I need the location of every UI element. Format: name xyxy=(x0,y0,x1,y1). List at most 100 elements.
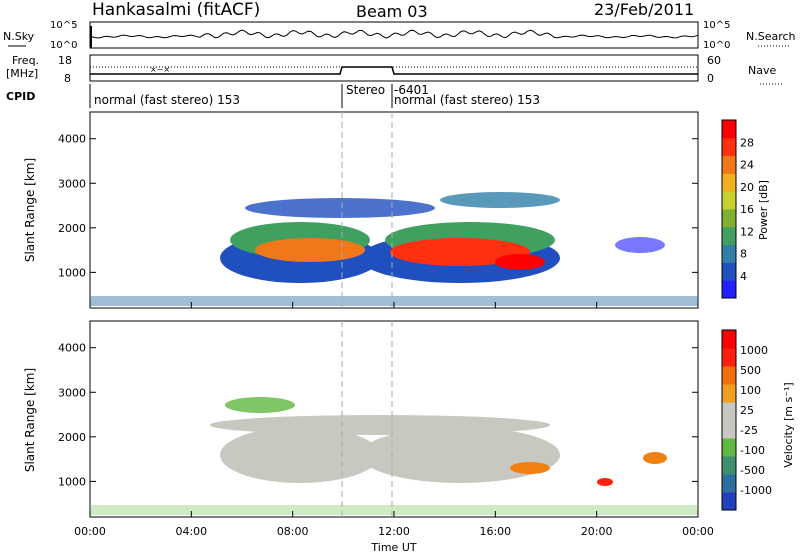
colorbar-swatch xyxy=(722,474,736,493)
nsky-trace xyxy=(91,29,699,39)
y-tick-label: 2000 xyxy=(58,222,86,235)
colorbar-tick-label: 12 xyxy=(740,225,754,238)
colorbar-swatch xyxy=(722,366,736,385)
colorbar-swatch xyxy=(722,155,736,174)
colorbar-swatch xyxy=(722,384,736,403)
power-heatmap-content xyxy=(90,192,698,306)
power-colorbar: 28 24 20 16 12 8 4 xyxy=(721,119,754,299)
nsky-left-tick-top: 10^5 xyxy=(50,20,77,31)
colorbar-swatch xyxy=(722,420,736,439)
nsky-right-tick-bottom: 10^0 xyxy=(703,40,730,51)
colorbar-swatch xyxy=(722,402,736,421)
colorbar-tick-label: -100 xyxy=(740,444,765,457)
colorbar-tick-label: 16 xyxy=(740,203,754,216)
velocity-region-c xyxy=(210,415,550,435)
y-tick-label: 1000 xyxy=(58,475,86,488)
velocity-region-a xyxy=(220,427,380,483)
colorbar-tick-label: -25 xyxy=(740,424,758,437)
freq-tick-bottom: 8 xyxy=(64,72,71,85)
velocity-heatmap-content xyxy=(90,397,698,515)
velocity-colorbar-label: Velocity [m s⁻¹] xyxy=(782,382,795,467)
y-tick-label: 4000 xyxy=(58,342,86,355)
nave-tick-bottom: 0 xyxy=(707,72,714,85)
freq-panel-frame xyxy=(89,54,699,82)
nsky-right-tick-top: 10^5 xyxy=(703,20,730,31)
x-tick-label: 16:00 xyxy=(479,525,511,538)
nsky-left-tick-bottom: 10^0 xyxy=(50,40,77,51)
colorbar-swatch xyxy=(722,330,736,349)
colorbar-tick-label: 25 xyxy=(740,404,754,417)
colorbar-tick-label: 20 xyxy=(740,181,754,194)
station-title: Hankasalmi (fitACF) xyxy=(92,0,260,20)
colorbar-swatch xyxy=(722,280,736,299)
x-tick-label: 00:00 xyxy=(682,525,714,538)
y-tick-label: 3000 xyxy=(58,386,86,399)
power-region-i xyxy=(440,192,560,208)
colorbar-tick-label: 500 xyxy=(740,364,761,377)
freq-trace xyxy=(90,66,698,75)
colorbar-swatch xyxy=(722,191,736,210)
velocity-region-f xyxy=(643,452,667,464)
cpid-label: CPID xyxy=(6,90,35,103)
x-axis-ticks: 00:00 04:00 08:00 12:00 16:00 20:00 00:00 xyxy=(74,302,714,538)
colorbar-tick-label: -1000 xyxy=(740,484,772,497)
colorbar-swatch xyxy=(722,348,736,367)
velocity-region-g xyxy=(597,478,613,486)
cpid-segment-2: Stereo xyxy=(346,83,385,97)
colorbar-swatch xyxy=(722,226,736,246)
y-tick-label: 2000 xyxy=(58,431,86,444)
colorbar-swatch xyxy=(722,137,736,157)
colorbar-tick-label: 4 xyxy=(740,270,747,283)
velocity-ylabel: Slant Range [km] xyxy=(23,368,37,472)
beam-title: Beam 03 xyxy=(356,2,428,21)
x-tick-label: 08:00 xyxy=(277,525,309,538)
y-tick-label: 1000 xyxy=(58,266,86,279)
colorbar-swatch xyxy=(722,262,736,281)
colorbar-tick-label: 1000 xyxy=(740,344,768,357)
x-tick-label: 20:00 xyxy=(581,525,613,538)
nsky-panel-frame xyxy=(89,21,699,49)
nave-tick-top: 60 xyxy=(707,54,721,67)
velocity-panel: Slant Range [km] xyxy=(23,320,699,518)
x-tick-label: 12:00 xyxy=(378,525,410,538)
y-axis-ticks: 1000 2000 3000 4000 1000 2000 3000 4000 xyxy=(58,133,698,488)
power-region-j xyxy=(615,237,665,253)
velocity-region-h xyxy=(90,505,698,515)
date-title: 23/Feb/2011 xyxy=(594,0,694,19)
nave-label: Nave xyxy=(748,64,776,77)
power-colorbar-label: Power [dB] xyxy=(757,180,770,240)
colorbar-tick-label: 100 xyxy=(740,384,761,397)
colorbar-swatch xyxy=(722,209,736,228)
cpid-segment-3: -6401 xyxy=(394,83,429,97)
colorbar-frame xyxy=(721,329,737,511)
velocity-region-b xyxy=(360,427,560,483)
freq-label: Freq. xyxy=(12,54,39,67)
cpid-segment-1: normal (fast stereo) 153 xyxy=(94,93,240,107)
colorbar-tick-label: -500 xyxy=(740,464,765,477)
x-tick-label: 04:00 xyxy=(175,525,207,538)
power-region-f xyxy=(390,238,530,266)
cpid-segment-4: normal (fast stereo) 153 xyxy=(394,93,540,107)
power-region-g xyxy=(495,254,545,270)
x-tick-label: 00:00 xyxy=(74,525,106,538)
power-panel: Slant Range [km] xyxy=(23,111,699,309)
colorbar-swatch xyxy=(722,438,736,457)
power-region-k xyxy=(90,296,698,306)
colorbar-swatch xyxy=(722,120,736,139)
velocity-colorbar: 1000 500 100 25 -25 -100 -500 -1000 xyxy=(721,329,772,511)
x-axis-label: Time UT xyxy=(370,541,416,554)
power-region-h xyxy=(245,198,435,218)
colorbar-swatch xyxy=(722,173,736,192)
freq-tick-top: 18 xyxy=(58,54,72,67)
power-region-e xyxy=(255,238,365,262)
colorbar-frame xyxy=(721,119,737,299)
colorbar-tick-label: 24 xyxy=(740,159,754,172)
colorbar-swatch xyxy=(722,492,736,511)
freq-unit-label: [MHz] xyxy=(6,67,38,80)
colorbar-swatch xyxy=(722,456,736,475)
nsky-label: N.Sky xyxy=(3,30,35,43)
y-tick-label: 4000 xyxy=(58,133,86,146)
freq-x-marks: ×~× xyxy=(150,65,170,74)
y-tick-label: 3000 xyxy=(58,177,86,190)
power-ylabel: Slant Range [km] xyxy=(23,158,37,262)
